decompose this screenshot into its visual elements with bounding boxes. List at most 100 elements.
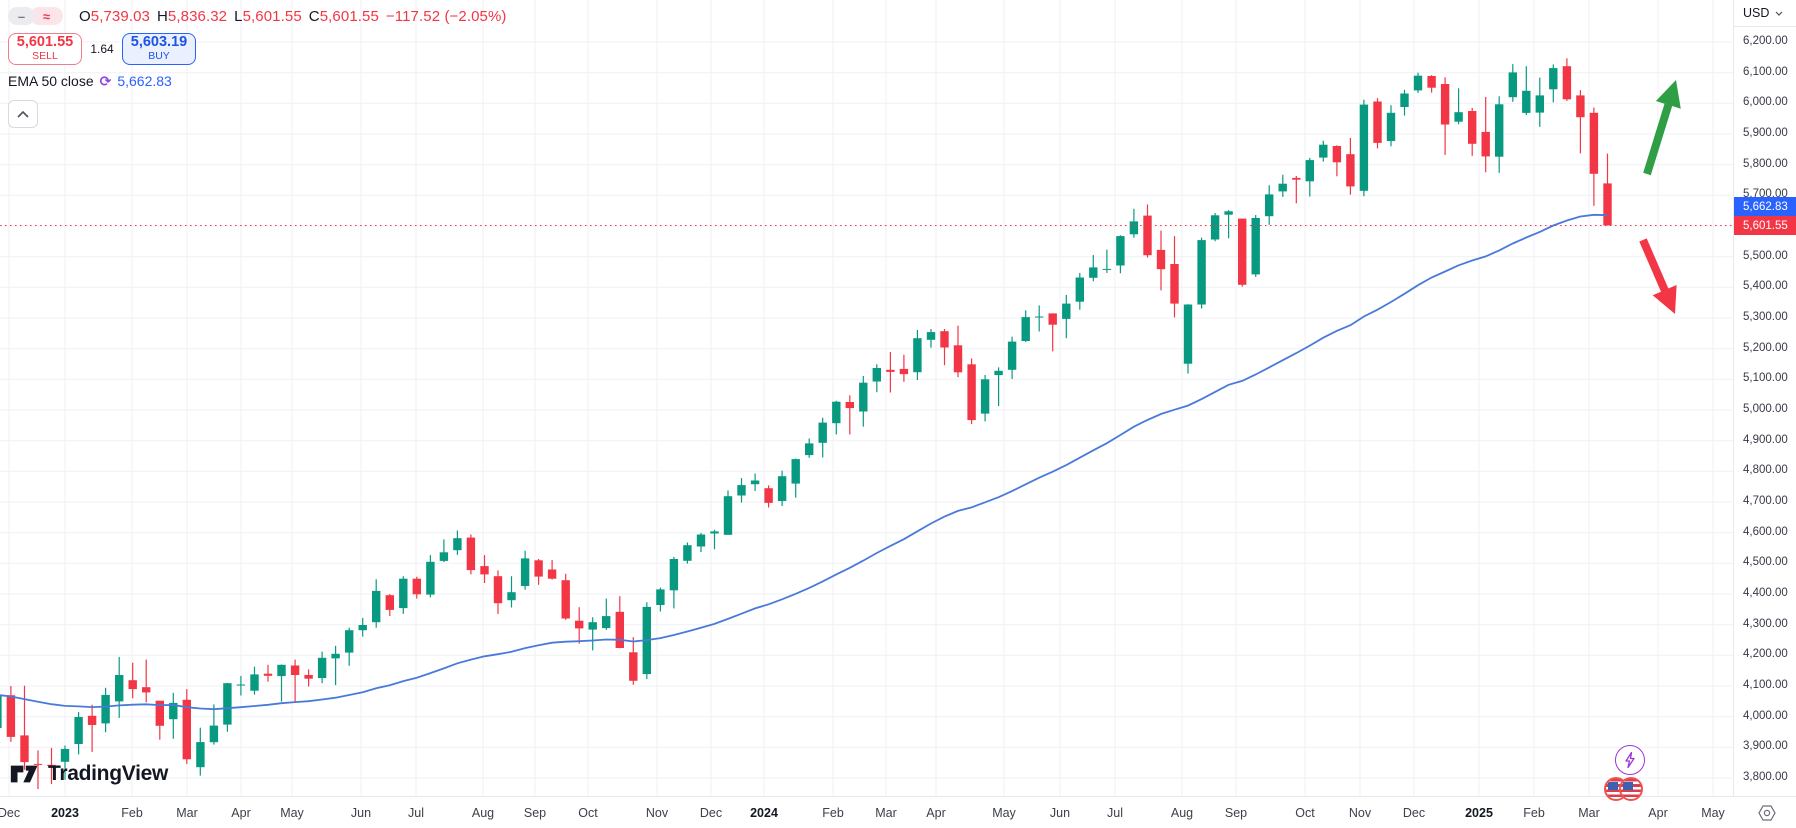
price-tick-label: 5,900.00 [1743,127,1788,139]
candle-body [1007,341,1017,370]
price-tick-label: 4,000.00 [1743,709,1788,722]
candle-body [710,531,719,534]
time-tick-label: Nov [1348,806,1372,820]
candle-body [1346,154,1355,187]
candle-body [629,652,638,681]
candle-body [372,590,381,623]
candle-body [1413,75,1423,91]
candle-body [466,537,476,571]
candle-body [1170,264,1179,304]
price-tick-label: 4,500.00 [1743,556,1788,569]
candle-body [791,459,800,484]
time-tick-label: 2023 [51,806,79,820]
currency-dropdown[interactable]: USD [1734,0,1796,27]
indicator-name: EMA 50 close [8,73,94,89]
lightning-bubble-button[interactable] [1615,745,1645,775]
candle-body [1562,66,1572,100]
candles[interactable] [0,58,1612,789]
candle-body [317,657,327,678]
buy-button[interactable]: 5,603.19 BUY [122,32,196,65]
chart-canvas[interactable] [0,0,1733,796]
candle-body [128,680,137,690]
candle-body [764,488,773,503]
high-value: 5,836.32 [167,7,228,25]
time-tick-label: Sep [523,806,547,820]
candle-body [859,382,868,412]
candle-body [1495,104,1504,157]
candle-body [1400,93,1409,107]
price-tick-label: 3,800.00 [1743,771,1788,783]
symbol-legend-row: – ≈ O5,739.03 H5,836.32 L5,601.55 C5,601.55… [8,6,507,26]
candle-body [426,561,435,595]
candle-body [250,674,259,691]
arrow-down-drawing[interactable] [1639,238,1677,314]
candle-body [696,534,706,547]
candle-body [1251,218,1260,275]
candle-body [750,480,760,485]
candle-body [1143,215,1152,256]
sell-label: SELL [32,50,58,63]
time-tick-label: Mar [1578,806,1600,820]
candle-body [1224,211,1233,215]
hexagon-dot-icon [1758,805,1776,821]
candle-body [1035,316,1044,318]
change-value: −117.52 [385,7,441,25]
candle-body [1508,72,1517,98]
candle-body [1129,221,1139,235]
candle-body [777,476,787,501]
candle-body [1089,267,1098,278]
arrow-up-drawing[interactable] [1643,80,1681,176]
price-axis[interactable]: USD 6,200.00 6,100.00 6,000.00 5,900.00 5,80… [1733,0,1796,796]
time-tick-label: Jul [408,806,424,820]
price-tick-label: 4,800.00 [1743,464,1788,477]
candle-body [1183,304,1193,364]
time-tick-label: Oct [578,806,598,820]
candle-body [358,625,367,631]
candle-body [87,715,97,725]
price-tick-label: 4,900.00 [1743,433,1788,446]
price-tick-label: 5,200.00 [1743,341,1788,354]
candlestick-chart[interactable] [0,0,1733,796]
ema-50-line[interactable] [0,213,1608,711]
candle-body [940,331,949,348]
tradingview-logo[interactable]: TradingView [10,762,168,786]
price-tick-label: 5,100.00 [1743,372,1788,385]
wave-indicator-toggle-icon[interactable]: ≈ [30,7,63,25]
legend-collapse-button[interactable] [8,100,38,128]
sell-button[interactable]: 5,601.55 SELL [8,32,82,65]
candle-body [1427,76,1436,88]
sync-refresh-icon[interactable]: ⟳ [99,72,112,89]
indicator-legend-row[interactable]: EMA 50 close ⟳ 5,662.83 [8,72,507,90]
candle-body [886,369,895,372]
lightning-icon [1625,752,1635,768]
close-label: C [308,7,320,25]
trade-buttons-row: 5,601.55 SELL 1.64 5,603.19 BUY [8,32,507,65]
candle-body [1278,183,1287,192]
open-label: O [79,7,91,25]
buy-label: BUY [148,50,170,63]
floating-icons [1604,745,1664,801]
candle-body [926,332,936,340]
candle-body [20,735,29,763]
candle-body [953,345,963,373]
time-tick-label: Mar [176,806,198,820]
us-flags-bubble-button[interactable] [1604,777,1664,801]
candle-body [263,673,273,676]
price-tick-label: 5,800.00 [1743,157,1788,170]
chart-settings-icon[interactable] [1756,802,1778,824]
candle-body [60,748,70,762]
candle-body [561,580,570,619]
candle-body [845,402,854,409]
candle-body [1156,249,1166,270]
time-axis[interactable]: Dec 2023 Feb Mar Apr May Jun Jul Aug Sep Oct Nov Dec… [0,796,1796,828]
legend-collapsed-toggle-icon[interactable]: – [8,7,35,25]
candle-body [182,699,191,760]
candle-body [1021,317,1030,341]
price-tick-label: 6,200.00 [1743,35,1788,47]
us-flag-icon [1619,777,1643,801]
candle-body [142,687,151,693]
candle-body [818,422,827,443]
candle-body [209,725,219,743]
candle-body [1238,218,1247,285]
candle-body [1549,68,1558,90]
